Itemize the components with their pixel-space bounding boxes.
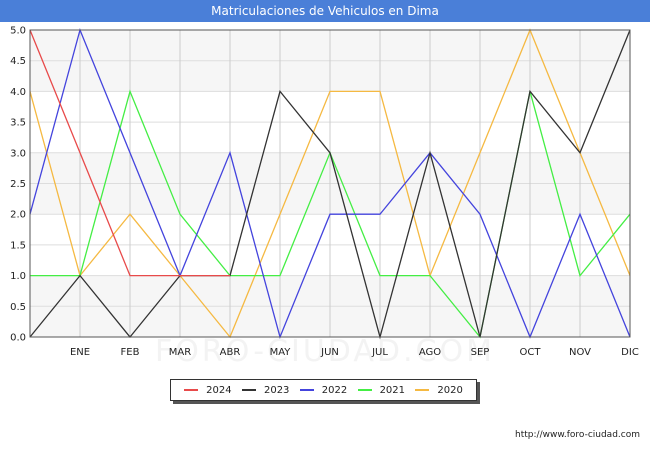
legend-swatch — [241, 389, 256, 391]
legend-swatch — [357, 389, 372, 391]
y-tick-label: 3.0 — [10, 148, 26, 159]
y-tick-label: 2.5 — [10, 179, 26, 190]
legend: 2024 2023 2022 2021 2020 — [170, 379, 477, 401]
y-axis: 0.0 0.5 1.0 1.5 2.0 2.5 3.0 3.5 4.0 4.5 5.0 — [10, 26, 26, 344]
legend-swatch — [184, 389, 199, 391]
x-tick-label: NOV — [569, 347, 591, 358]
legend-label: 2022 — [321, 384, 348, 396]
x-tick-label: AGO — [419, 347, 441, 358]
x-tick-label: OCT — [520, 347, 542, 358]
x-tick-label: ABR — [220, 347, 241, 358]
x-tick-label: JUL — [371, 347, 388, 358]
legend-swatch — [415, 389, 430, 391]
plot-frame — [29, 29, 631, 338]
chart-title: Matriculaciones de Vehiculos en Dima — [0, 0, 650, 22]
y-tick-label: 0.0 — [10, 333, 26, 344]
y-tick-label: 1.0 — [10, 271, 26, 282]
legend-item-2020: 2020 — [415, 384, 463, 396]
x-tick-label: MAR — [169, 347, 191, 358]
x-tick-label: FEB — [121, 347, 140, 358]
y-tick-label: 0.5 — [10, 302, 26, 313]
legend-item-2022: 2022 — [299, 384, 348, 396]
footer-url: http://www.foro-ciudad.com — [515, 430, 640, 440]
legend-label: 2023 — [263, 384, 290, 396]
y-tick-label: 4.0 — [10, 87, 26, 98]
x-tick-label: MAY — [270, 347, 292, 358]
legend-label: 2020 — [437, 384, 463, 396]
x-tick-label: SEP — [471, 347, 490, 358]
legend-label: 2021 — [379, 384, 406, 396]
y-tick-label: 3.5 — [10, 118, 26, 129]
y-tick-label: 5.0 — [10, 26, 26, 37]
legend-item-2021: 2021 — [357, 384, 406, 396]
y-tick-label: 4.5 — [10, 56, 26, 67]
watermark: FORO-CIUDAD.COM — [155, 334, 495, 369]
legend-swatch — [299, 389, 314, 391]
x-tick-label: DIC — [621, 347, 639, 358]
x-tick-label: JUN — [320, 347, 339, 358]
legend-item-2024: 2024 — [184, 384, 232, 396]
legend-item-2023: 2023 — [241, 384, 290, 396]
legend-label: 2024 — [206, 384, 232, 396]
y-tick-label: 1.5 — [10, 240, 26, 251]
series-line-2024 — [29, 29, 230, 277]
x-tick-label: ENE — [70, 347, 90, 358]
x-axis: ENE FEB MAR ABR MAY JUN JUL AGO SEP OCT NOV DIC — [70, 347, 639, 358]
y-tick-label: 2.0 — [10, 210, 26, 221]
